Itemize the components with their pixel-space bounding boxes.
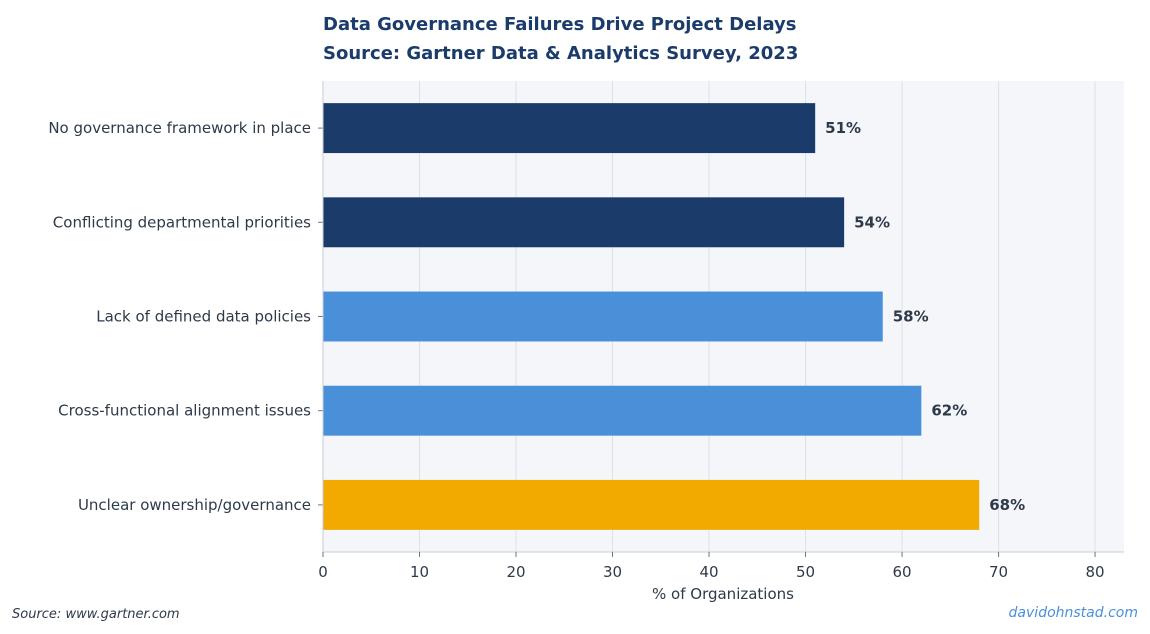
bar-value-label: 68%: [989, 496, 1025, 514]
bar: [323, 479, 980, 530]
bar: [323, 291, 883, 342]
source-note: Source: www.gartner.com: [12, 607, 180, 622]
x-tick-label: 50: [796, 563, 815, 581]
y-tick-label: Conflicting departmental priorities: [53, 213, 311, 231]
bar-value-label: 51%: [825, 119, 861, 137]
bar: [323, 385, 922, 436]
bar: [323, 103, 816, 154]
x-axis-label: % of Organizations: [652, 585, 794, 603]
bar-value-label: 58%: [893, 308, 929, 326]
x-tick-label: 60: [892, 563, 911, 581]
x-tick-label: 0: [318, 563, 328, 581]
bar: [323, 197, 845, 248]
bar-value-label: 62%: [931, 402, 967, 420]
x-tick-label: 40: [699, 563, 718, 581]
y-tick-label: Unclear ownership/governance: [78, 496, 311, 514]
chart-title: Data Governance Failures Drive Project D…: [323, 14, 797, 35]
x-tick-label: 20: [506, 563, 525, 581]
credit-link[interactable]: davidohnstad.com: [1008, 605, 1138, 621]
x-tick-label: 70: [989, 563, 1008, 581]
chart-subtitle: Source: Gartner Data & Analytics Survey,…: [323, 43, 798, 64]
x-tick-label: 10: [410, 563, 429, 581]
y-tick-label: Cross-functional alignment issues: [58, 402, 311, 420]
bar-value-label: 54%: [854, 213, 890, 231]
x-tick-label: 30: [603, 563, 622, 581]
y-tick-label: No governance framework in place: [48, 119, 311, 137]
axes: No governance framework in place Conflict…: [48, 81, 1124, 581]
y-tick-label: Lack of defined data policies: [96, 308, 311, 326]
bars: 51% 54% 58% 62% 68%: [323, 103, 1025, 530]
x-tick-label: 80: [1086, 563, 1105, 581]
